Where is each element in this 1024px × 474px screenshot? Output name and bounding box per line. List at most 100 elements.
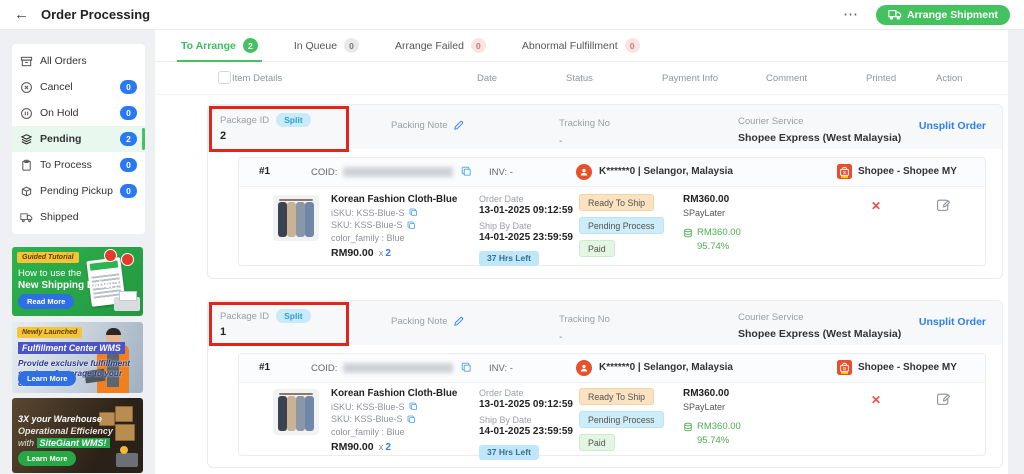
more-options-icon[interactable]: ⋯ <box>842 5 860 23</box>
customer-info: K******0 | Selangor, Malaysia <box>599 166 733 177</box>
copy-icon[interactable] <box>461 166 472 177</box>
sidebar-item-pending-pickup[interactable]: Pending Pickup 0 <box>12 178 145 204</box>
copy-icon[interactable] <box>409 208 418 217</box>
coid-label: COID: <box>311 363 338 374</box>
column-header-comment: Comment <box>766 73 808 84</box>
order-card: #1 COID: INV: - K******0 | Selangor, Mal… <box>238 157 986 266</box>
sidebar-item-pending[interactable]: Pending 2 <box>12 126 145 152</box>
tab-to-arrange[interactable]: To Arrange 2 <box>177 30 262 62</box>
learn-more-button[interactable]: Learn More <box>18 451 77 466</box>
banner-text: 3X your Warehouse <box>18 414 102 424</box>
edit-pencil-icon[interactable] <box>453 316 464 327</box>
order-status-sidebar: All Orders Cancel 0 On Hold 0 Pending 2 … <box>12 44 145 234</box>
payout-rate: 95.74% <box>697 241 730 252</box>
forklift-graphic <box>116 446 138 467</box>
copy-icon[interactable] <box>409 402 418 411</box>
banner-sitegiant-wms[interactable]: 3X your Warehouse Operational Efficiency… <box>12 398 143 473</box>
sidebar-item-all-orders[interactable]: All Orders <box>12 48 145 74</box>
person-icon <box>580 168 588 176</box>
channel-name: Shopee - Shopee MY <box>858 166 957 177</box>
courier-service-cell: Courier Service Shopee Express (West Mal… <box>738 307 901 340</box>
sidebar-item-on-hold[interactable]: On Hold 0 <box>12 100 145 126</box>
table-header: Item Details Date Status Payment Info Co… <box>155 62 1008 95</box>
edit-order-icon[interactable] <box>936 197 951 212</box>
tab-abnormal-fulfillment[interactable]: Abnormal Fulfillment 0 <box>522 30 640 61</box>
unsplit-order-link[interactable]: Unsplit Order <box>918 316 986 328</box>
courier-service-label: Courier Service <box>738 312 804 323</box>
quantity-value[interactable]: 2 <box>385 441 391 453</box>
sidebar-item-shipped[interactable]: Shipped <box>12 204 145 230</box>
quantity-times: x <box>378 247 384 259</box>
payout-coins-icon <box>684 422 692 431</box>
banner-text: New Shipping Label? <box>18 280 120 291</box>
order-date-label: Order Date <box>479 194 524 204</box>
order-card-body: Korean Fashion Cloth-Blue iSKU: KSS-Blue… <box>239 383 985 460</box>
package-id-label: Package ID <box>220 114 270 126</box>
truck-icon <box>20 212 33 222</box>
product-image-detail <box>296 396 305 431</box>
learn-more-button[interactable]: Learn More <box>18 371 77 386</box>
tab-in-queue[interactable]: In Queue 0 <box>294 30 360 61</box>
courier-service-value: Shopee Express (West Malaysia) <box>738 132 902 144</box>
read-more-button[interactable]: Read More <box>18 294 75 309</box>
sitegiant-wms-highlight: SiteGiant WMS! <box>36 438 110 448</box>
sidebar-item-label: All Orders <box>40 55 87 67</box>
package-id-cell: Package ID Split 1 <box>220 309 311 338</box>
status-badges: Ready To Ship Pending Process Paid <box>579 388 664 451</box>
not-printed-icon: ✕ <box>871 393 882 407</box>
arrange-shipment-button[interactable]: Arrange Shipment <box>875 4 1010 25</box>
hours-left-badge: 37 Hrs Left <box>479 250 539 266</box>
payment-method: SPayLater <box>683 208 726 218</box>
status-badge-ready-to-ship: Ready To Ship <box>579 388 655 405</box>
column-header-status: Status <box>566 73 593 84</box>
quantity-value[interactable]: 2 <box>385 247 391 259</box>
tab-count-badge: 2 <box>242 38 258 53</box>
person-graphic <box>106 328 121 345</box>
order-card-header: #1 COID: INV: - K******0 | Selangor, Mal… <box>239 354 985 383</box>
edit-order-icon[interactable] <box>936 391 951 406</box>
order-card-header: #1 COID: INV: - K******0 | Selangor, Mal… <box>239 158 985 187</box>
status-badge-paid: Paid <box>579 434 615 451</box>
tracking-no-cell: Tracking No - <box>559 113 610 147</box>
svg-text:S: S <box>843 366 846 372</box>
back-icon[interactable]: ← <box>14 6 29 23</box>
copy-icon[interactable] <box>461 362 472 373</box>
banner-text: Operational Efficiency <box>18 426 113 436</box>
order-card: #1 COID: INV: - K******0 | Selangor, Mal… <box>238 353 986 460</box>
product-image-detail <box>296 202 305 237</box>
layers-icon <box>20 133 33 145</box>
main-panel: To Arrange 2 In Queue 0 Arrange Failed 0… <box>155 30 1008 474</box>
unsplit-order-link[interactable]: Unsplit Order <box>918 120 986 132</box>
product-variant: color_family : Blue <box>331 232 405 243</box>
annotation-box-package-2 <box>209 106 349 152</box>
split-badge: Split <box>276 309 311 323</box>
product-price: RM90.00 <box>331 440 374 453</box>
select-all-checkbox[interactable] <box>218 71 231 84</box>
copy-icon[interactable] <box>407 415 416 424</box>
payment-total: RM360.00 <box>683 388 730 399</box>
edit-pencil-icon[interactable] <box>453 120 464 131</box>
count-badge: 0 <box>120 184 137 198</box>
package-id-label: Package ID <box>220 310 270 322</box>
column-header-date: Date <box>477 73 498 84</box>
banner-fulfillment-center-wms[interactable]: Newly Launched Fulfillment Center WMS Pr… <box>12 322 143 393</box>
sidebar-item-cancel[interactable]: Cancel 0 <box>12 74 145 100</box>
sidebar-item-to-process[interactable]: To Process 0 <box>12 152 145 178</box>
split-badge: Split <box>276 113 311 127</box>
banner-text: How to use the <box>18 268 82 279</box>
order-dates: Order Date 13-01-2025 09:12:59 Ship By D… <box>479 388 573 460</box>
coid-value-redacted <box>343 363 453 373</box>
order-date-value: 13-01-2025 09:12:59 <box>479 399 573 410</box>
product-variant: color_family : Blue <box>331 426 405 437</box>
courier-service-label: Courier Service <box>738 116 804 127</box>
product-image <box>273 195 319 241</box>
courier-service-value: Shopee Express (West Malaysia) <box>738 328 902 340</box>
tracking-no-label: Tracking No <box>559 314 610 325</box>
product-name: Korean Fashion Cloth-Blue <box>331 194 458 205</box>
tab-arrange-failed[interactable]: Arrange Failed 0 <box>395 30 486 61</box>
banner-shipping-label-tutorial[interactable]: Guided Tutorial How to use the New Shipp… <box>12 247 143 316</box>
product-sku: SKU: KSS-Blue-S <box>331 220 403 230</box>
copy-icon[interactable] <box>407 221 416 230</box>
product-image-detail <box>278 202 287 237</box>
product-image-detail <box>305 396 314 431</box>
